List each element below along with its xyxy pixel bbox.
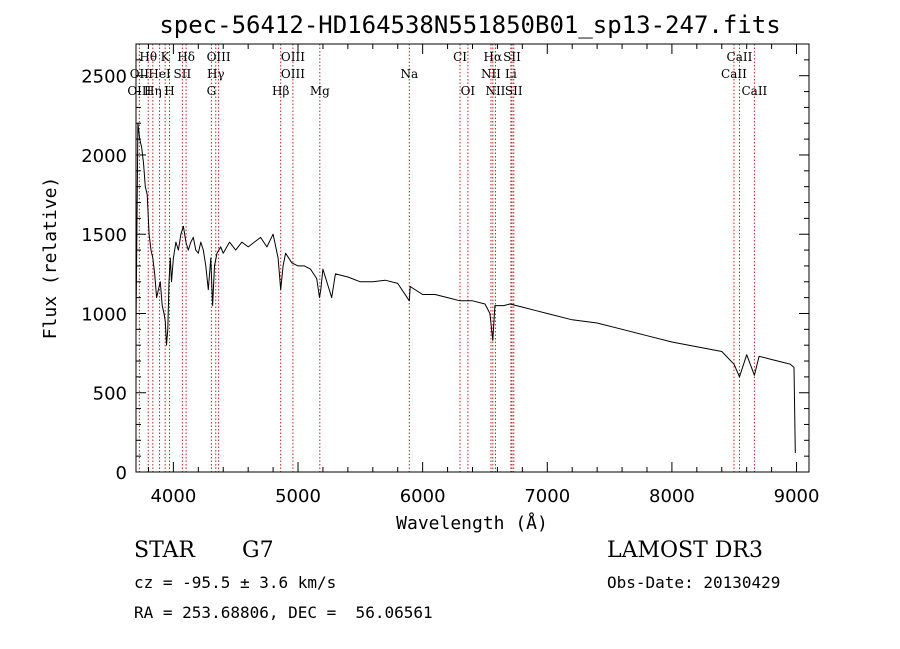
line-label-16: Li xyxy=(505,67,517,81)
line-label-13: OIII xyxy=(281,67,305,81)
line-label-1: K xyxy=(161,50,171,64)
line-label-26: SII xyxy=(505,84,523,98)
y-tick-label-1000: 1000 xyxy=(81,304,127,325)
line-label-19: Hη xyxy=(144,84,162,98)
line-label-0: Hθ xyxy=(139,50,157,64)
plot-frame xyxy=(135,43,810,473)
line-label-17: CaII xyxy=(721,67,747,81)
line-label-15: NII xyxy=(481,67,501,81)
line-label-6: Hα xyxy=(484,50,503,64)
line-label-20: H xyxy=(164,84,174,98)
line-label-23: Mg xyxy=(310,84,330,98)
survey-name: LAMOST DR3 xyxy=(607,538,763,563)
line-label-2: Hδ xyxy=(177,50,195,64)
spectral-line-markers xyxy=(138,44,755,472)
line-label-18: OIII xyxy=(127,84,151,98)
line-label-21: G xyxy=(207,84,217,98)
x-tick-label-5000: 5000 xyxy=(275,486,321,507)
line-label-14: Na xyxy=(400,67,418,81)
line-label-3: OIII xyxy=(207,50,231,64)
line-label-22: Hβ xyxy=(272,84,289,98)
line-label-4: OIII xyxy=(281,50,305,64)
spectrum-series xyxy=(135,122,796,454)
y-tick-label-500: 500 xyxy=(93,384,127,405)
x-axis-label: Wavelength (Å) xyxy=(396,512,548,534)
line-label-7: SII xyxy=(503,50,521,64)
y-axis-label: Flux (relative) xyxy=(40,177,61,340)
x-tick-label-7000: 7000 xyxy=(524,486,570,507)
line-label-27: CaII xyxy=(741,84,767,98)
object-subclass: G7 xyxy=(242,538,274,563)
line-label-5: CI xyxy=(453,50,467,64)
redshift-cz: cz = -95.5 ± 3.6 km/s xyxy=(134,573,337,592)
observation-date: Obs-Date: 20130429 xyxy=(607,573,781,592)
object-class: STAR xyxy=(134,538,195,563)
line-label-10: HeI xyxy=(148,67,171,81)
line-label-11: SII xyxy=(174,67,192,81)
y-tick-label-2500: 2500 xyxy=(81,67,127,88)
line-label-25: NII xyxy=(485,84,505,98)
ra-dec: RA = 253.68806, DEC = 56.06561 xyxy=(134,603,433,622)
line-label-8: CaII xyxy=(727,50,753,64)
series-line-flux xyxy=(135,122,796,454)
y-tick-label-0: 0 xyxy=(116,463,127,484)
x-tick-label-8000: 8000 xyxy=(649,486,695,507)
line-label-12: Hγ xyxy=(207,67,225,81)
axes: 4000 5000 6000 7000 8000 9000 0 500 1000 1500 2000… xyxy=(81,44,819,507)
chart-title: spec-56412-HD164538N551850B01_sp13-247.f… xyxy=(159,11,780,39)
line-label-24: OI xyxy=(461,84,476,98)
y-tick-label-1500: 1500 xyxy=(81,225,127,246)
x-tick-label-6000: 6000 xyxy=(400,486,446,507)
line-label-9: OII xyxy=(130,67,150,81)
x-tick-label-4000: 4000 xyxy=(150,486,196,507)
x-tick-label-9000: 9000 xyxy=(774,486,820,507)
y-tick-label-2000: 2000 xyxy=(81,146,127,167)
